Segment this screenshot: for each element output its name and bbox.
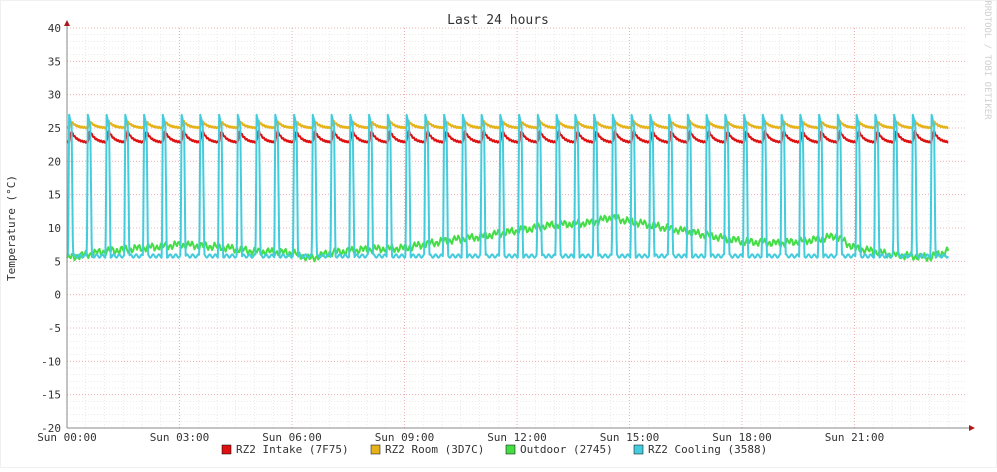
y-tick-label: -10	[41, 355, 61, 368]
x-tick-label: Sun 03:00	[150, 431, 210, 444]
legend-item-room: RZ2 Room (3D7C)	[370, 443, 484, 456]
x-tick-label: Sun 00:00	[37, 431, 97, 444]
x-ticks: Sun 00:00 Sun 03:00 Sun 06:00 Sun 09:00 Sun …	[37, 431, 884, 444]
axes	[64, 20, 975, 431]
x-tick-label: Sun 09:00	[375, 431, 435, 444]
x-tick-label: Sun 12:00	[487, 431, 547, 444]
chart-title: Last 24 hours	[447, 13, 549, 28]
y-tick-label: 5	[54, 255, 61, 268]
y-tick-label: 0	[54, 289, 61, 302]
legend: RZ2 Intake (7F75) RZ2 Room (3D7C) Outdoor …	[221, 443, 767, 456]
y-tick-label: -15	[41, 389, 61, 402]
series-line-intake	[66, 129, 949, 145]
y-tick-label: 40	[48, 22, 61, 35]
grid	[66, 27, 967, 429]
y-axis-arrow	[64, 20, 70, 26]
x-tick-label: Sun 18:00	[712, 431, 772, 444]
legend-item-intake: RZ2 Intake (7F75)	[221, 443, 349, 456]
y-tick-label: 20	[48, 155, 61, 168]
legend-item-cooling: RZ2 Cooling (3588)	[633, 443, 767, 456]
legend-swatch	[505, 444, 516, 455]
plot-lines	[66, 113, 950, 263]
y-tick-label: 30	[48, 89, 61, 102]
y-ticks: 40 35 30 25 20 15 10 5 0 -5 -10 -15 -20	[41, 22, 61, 435]
y-tick-label: 35	[48, 55, 61, 68]
x-tick-label: Sun 21:00	[825, 431, 885, 444]
legend-label: RZ2 Room (3D7C)	[385, 443, 484, 456]
x-tick-label: Sun 06:00	[262, 431, 322, 444]
legend-swatch	[633, 444, 644, 455]
x-tick-label: Sun 15:00	[600, 431, 660, 444]
y-tick-label: -20	[41, 422, 61, 435]
y-tick-label: -5	[48, 322, 61, 335]
y-tick-label: 15	[48, 189, 61, 202]
legend-swatch	[370, 444, 381, 455]
y-tick-label: 25	[48, 122, 61, 135]
x-axis-arrow	[969, 425, 975, 431]
y-tick-label: 10	[48, 222, 61, 235]
legend-swatch	[221, 444, 232, 455]
series-line-outdoor	[66, 214, 950, 263]
legend-item-outdoor: Outdoor (2745)	[505, 443, 613, 456]
legend-label: RZ2 Intake (7F75)	[236, 443, 349, 456]
series-line-cooling	[66, 113, 950, 259]
legend-label: Outdoor (2745)	[520, 443, 613, 456]
watermark: RRDTOOL / TOBI OETIKER	[982, 0, 992, 120]
legend-label: RZ2 Cooling (3588)	[648, 443, 767, 456]
y-axis-label: Temperature (°C)	[5, 175, 18, 281]
